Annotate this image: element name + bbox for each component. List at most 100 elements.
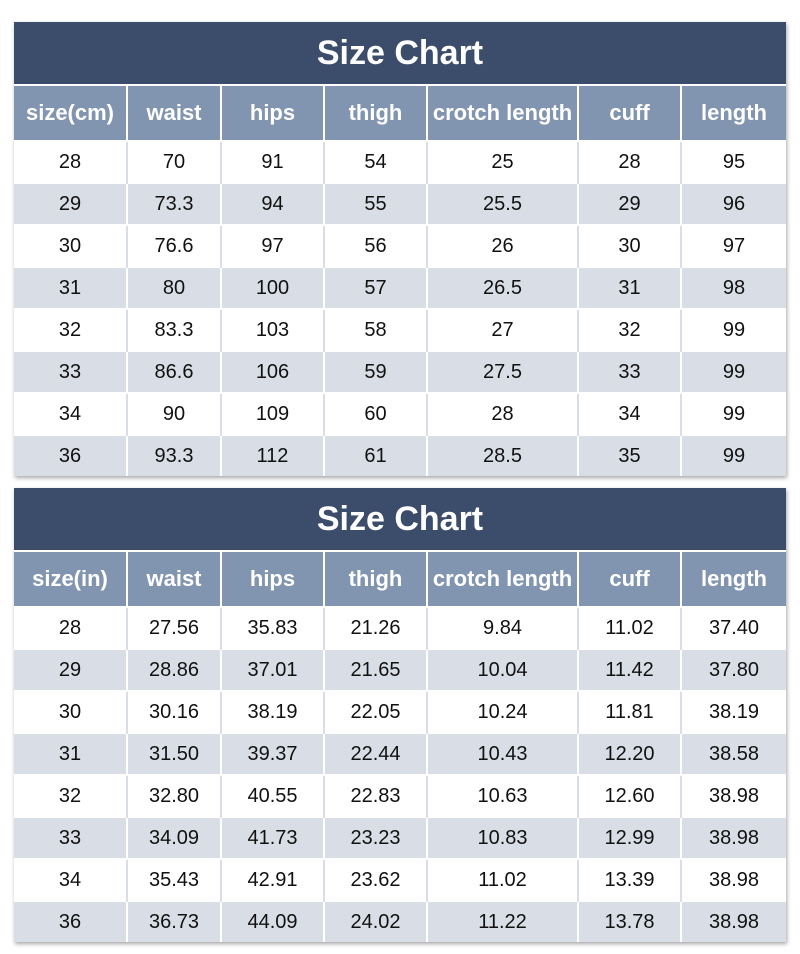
cell: 29 — [578, 182, 682, 225]
cell: 11.02 — [578, 606, 682, 649]
cell: 10.04 — [427, 648, 579, 691]
cell: 22.05 — [324, 690, 428, 733]
cell: 95 — [681, 140, 786, 183]
cell: 94 — [221, 182, 325, 225]
cell: 56 — [324, 224, 428, 267]
cell: 32 — [14, 774, 128, 817]
cell: 33 — [14, 816, 128, 859]
cell: 96 — [681, 182, 786, 225]
cell: 32 — [578, 308, 682, 351]
table: size(in) waist hips thigh crotch length cuff l… — [14, 552, 786, 942]
cell: 42.91 — [221, 858, 325, 901]
header-cell: hips — [221, 86, 325, 141]
cell: 83.3 — [127, 308, 222, 351]
table: size(cm) waist hips thigh crotch length cuff l… — [14, 86, 786, 476]
row: 30 30.16 38.19 22.05 10.24 11.81 38.19 — [14, 690, 786, 733]
cell: 30 — [578, 224, 682, 267]
cell: 90 — [127, 392, 222, 435]
cell: 26.5 — [427, 266, 579, 309]
cell: 109 — [221, 392, 325, 435]
row: 29 28.86 37.01 21.65 10.04 11.42 37.80 — [14, 648, 786, 691]
cell: 60 — [324, 392, 428, 435]
cell: 100 — [221, 266, 325, 309]
cell: 31 — [14, 266, 128, 309]
cell: 37.40 — [681, 606, 786, 649]
cell: 40.55 — [221, 774, 325, 817]
cell: 38.19 — [681, 690, 786, 733]
cell: 22.44 — [324, 732, 428, 775]
cell: 29 — [14, 648, 128, 691]
header-cell: size(cm) — [14, 86, 128, 141]
cell: 97 — [681, 224, 786, 267]
cell: 57 — [324, 266, 428, 309]
cell: 33 — [578, 350, 682, 393]
cell: 25.5 — [427, 182, 579, 225]
cell: 22.83 — [324, 774, 428, 817]
cell: 11.22 — [427, 900, 579, 942]
cell: 35 — [578, 434, 682, 476]
header-cell: waist — [127, 86, 222, 141]
cell: 73.3 — [127, 182, 222, 225]
cell: 99 — [681, 350, 786, 393]
cell: 32 — [14, 308, 128, 351]
cell: 106 — [221, 350, 325, 393]
size-table: Size Chart size(in) waist hips thigh crotch l… — [14, 488, 786, 942]
row: 31 80 100 57 26.5 31 98 — [14, 266, 786, 309]
cell: 80 — [127, 266, 222, 309]
cell: 10.43 — [427, 732, 579, 775]
cell: 35.43 — [127, 858, 222, 901]
row: 29 73.3 94 55 25.5 29 96 — [14, 182, 786, 225]
cell: 28 — [14, 140, 128, 183]
header-cell: cuff — [578, 552, 682, 607]
cell: 99 — [681, 434, 786, 476]
cell: 70 — [127, 140, 222, 183]
cell: 34.09 — [127, 816, 222, 859]
cell: 28.86 — [127, 648, 222, 691]
cell: 10.83 — [427, 816, 579, 859]
row: 28 70 91 54 25 28 95 — [14, 140, 786, 183]
cell: 30.16 — [127, 690, 222, 733]
cell: 34 — [578, 392, 682, 435]
cell: 11.81 — [578, 690, 682, 733]
header-cell: size(in) — [14, 552, 128, 607]
cell: 10.63 — [427, 774, 579, 817]
cell: 24.02 — [324, 900, 428, 942]
table-title: Size Chart — [14, 488, 786, 550]
cell: 26 — [427, 224, 579, 267]
cell: 36 — [14, 434, 128, 476]
cell: 12.60 — [578, 774, 682, 817]
cell: 98 — [681, 266, 786, 309]
cell: 21.65 — [324, 648, 428, 691]
row: 34 35.43 42.91 23.62 11.02 13.39 38.98 — [14, 858, 786, 901]
cell: 54 — [324, 140, 428, 183]
row: 33 86.6 106 59 27.5 33 99 — [14, 350, 786, 393]
header-cell: hips — [221, 552, 325, 607]
cell: 103 — [221, 308, 325, 351]
cell: 12.20 — [578, 732, 682, 775]
row: 36 36.73 44.09 24.02 11.22 13.78 38.98 — [14, 900, 786, 942]
cell: 28.5 — [427, 434, 579, 476]
cell: 37.80 — [681, 648, 786, 691]
cell: 30 — [14, 224, 128, 267]
row: 31 31.50 39.37 22.44 10.43 12.20 38.58 — [14, 732, 786, 775]
cell: 93.3 — [127, 434, 222, 476]
cell: 39.37 — [221, 732, 325, 775]
cell: 38.98 — [681, 774, 786, 817]
table-title: Size Chart — [14, 22, 786, 84]
header-cell: waist — [127, 552, 222, 607]
cell: 31 — [578, 266, 682, 309]
cell: 31.50 — [127, 732, 222, 775]
row: 34 90 109 60 28 34 99 — [14, 392, 786, 435]
cell: 59 — [324, 350, 428, 393]
row: 36 93.3 112 61 28.5 35 99 — [14, 434, 786, 476]
cell: 27 — [427, 308, 579, 351]
row: 32 32.80 40.55 22.83 10.63 12.60 38.98 — [14, 774, 786, 817]
cell: 33 — [14, 350, 128, 393]
cell: 99 — [681, 308, 786, 351]
cell: 28 — [427, 392, 579, 435]
cell: 91 — [221, 140, 325, 183]
cell: 12.99 — [578, 816, 682, 859]
cell: 61 — [324, 434, 428, 476]
cell: 27.5 — [427, 350, 579, 393]
